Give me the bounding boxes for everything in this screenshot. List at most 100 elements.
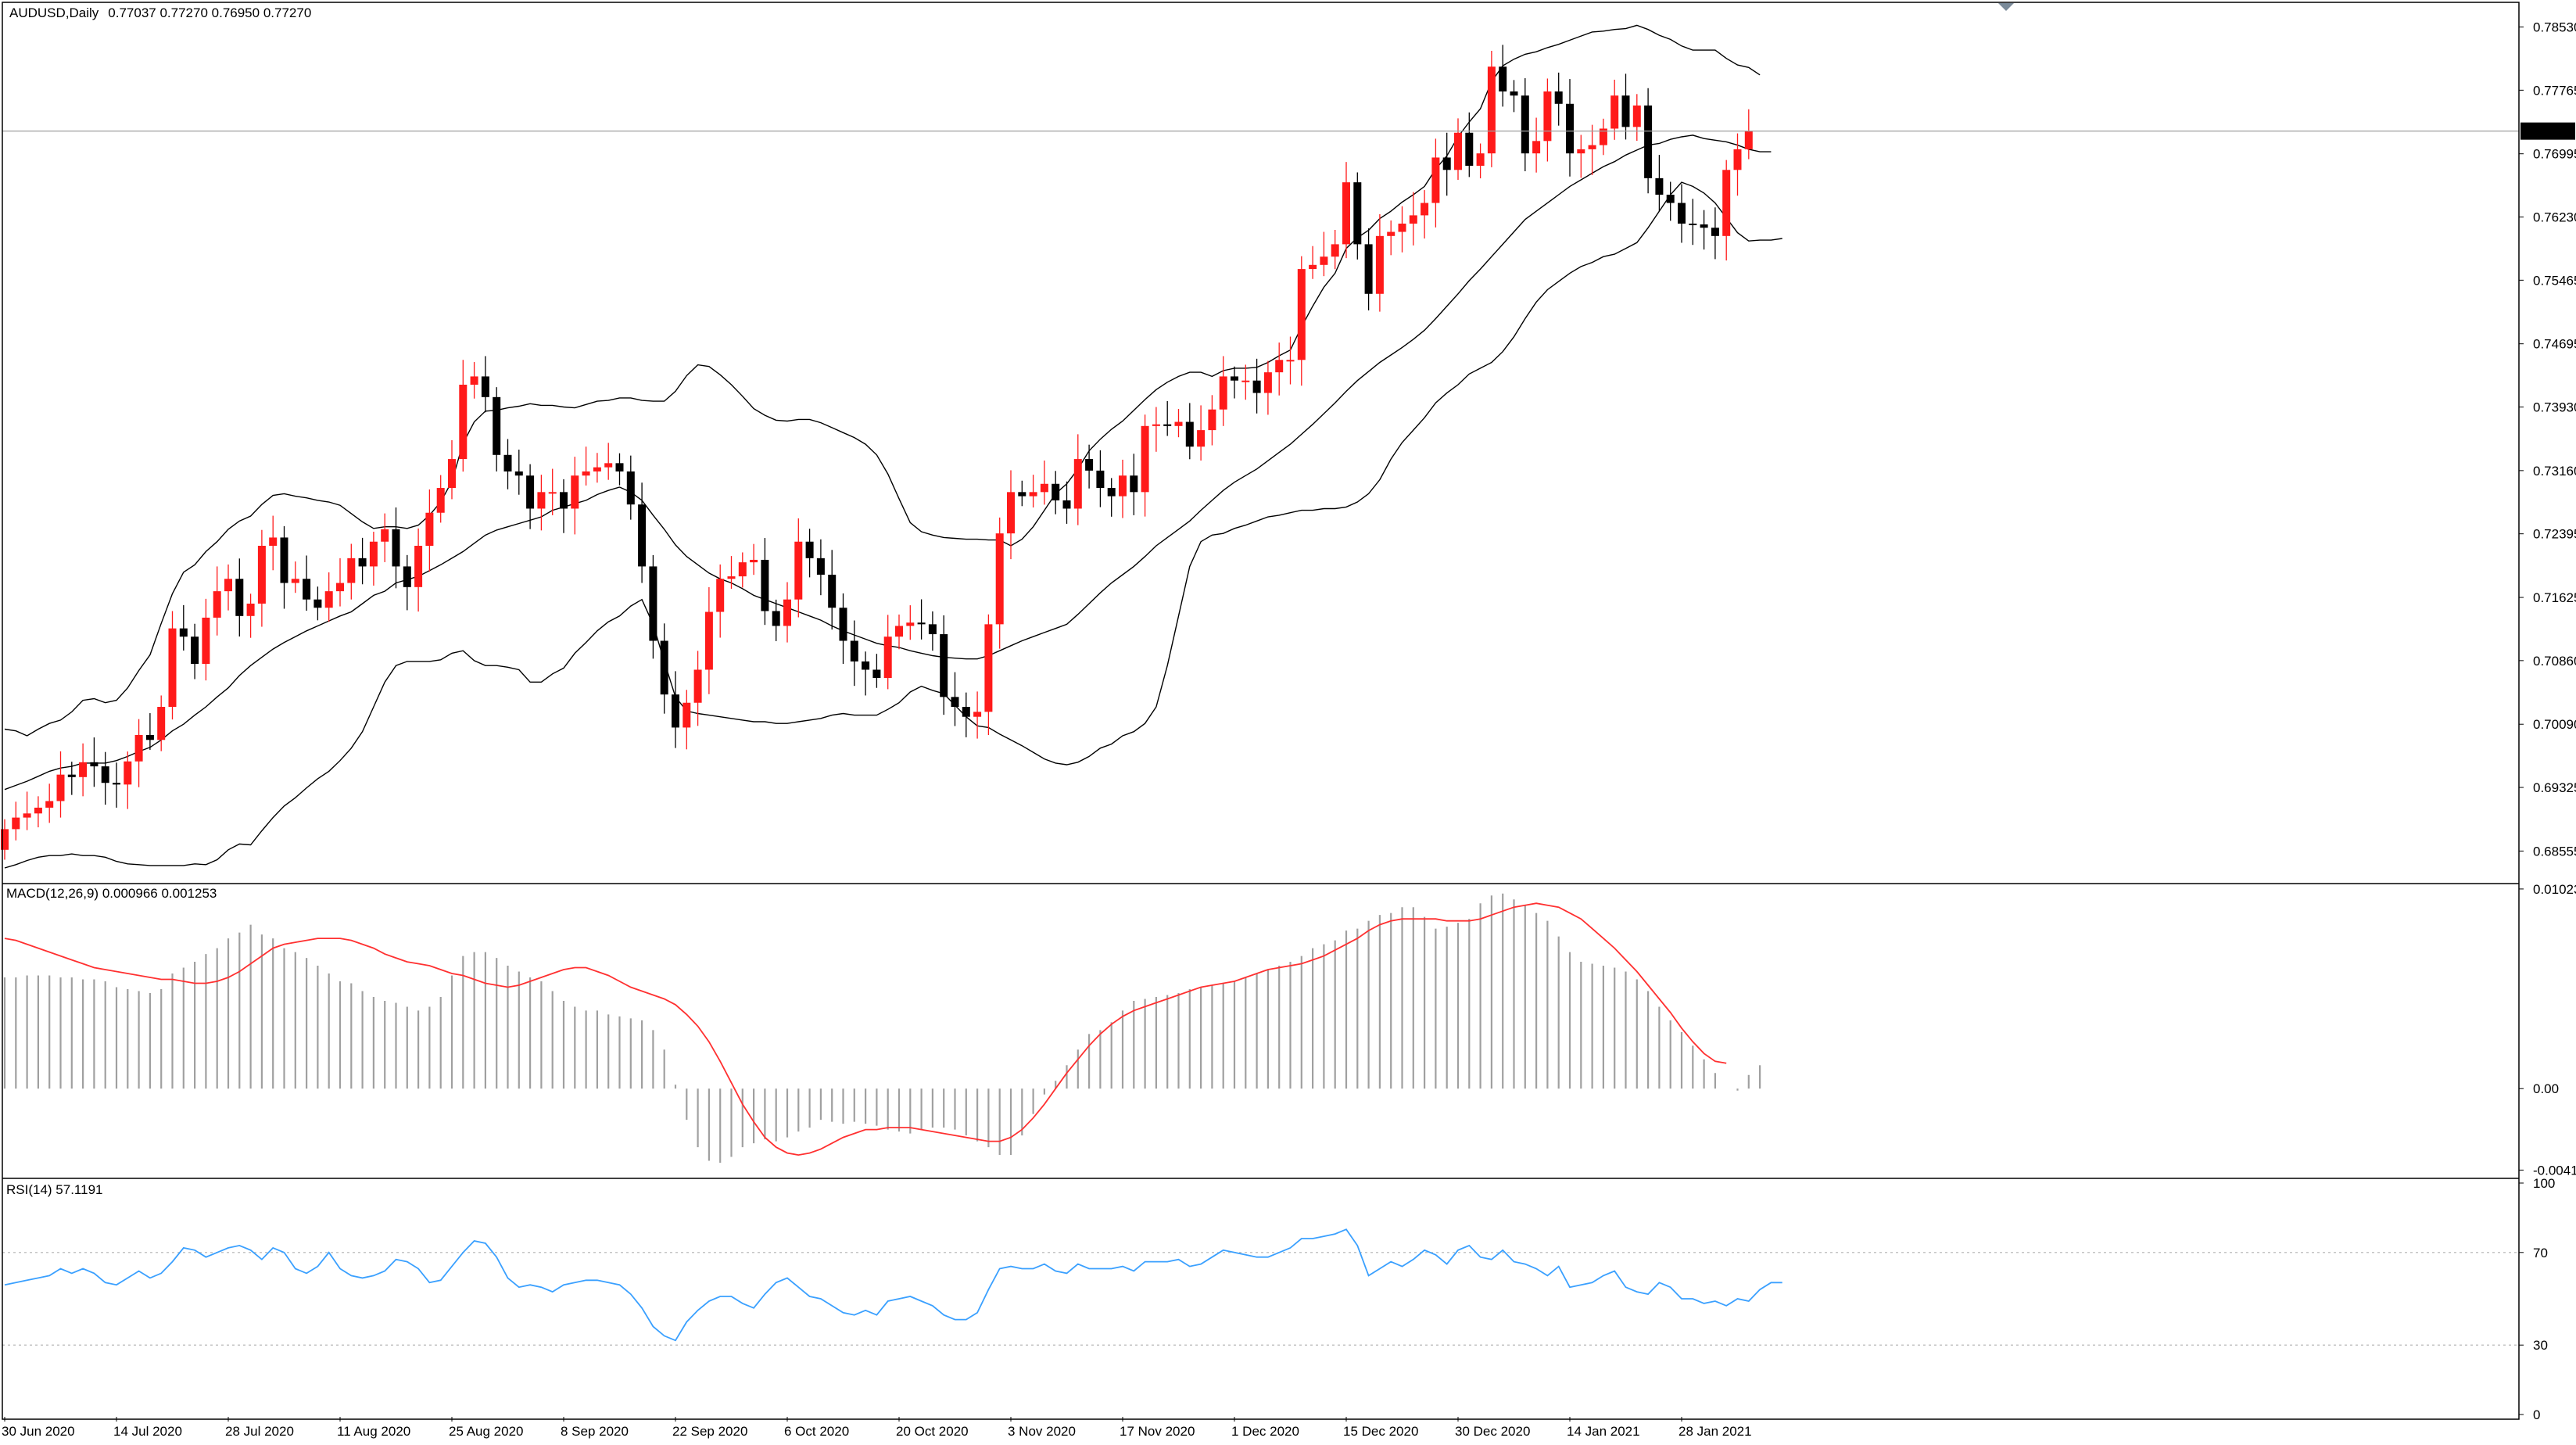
- candle-body: [1689, 223, 1697, 225]
- candle-body: [280, 537, 288, 583]
- macd-tick-label: -0.004176: [2533, 1163, 2576, 1178]
- candle: [1263, 360, 1272, 415]
- candle: [1, 819, 9, 860]
- candle-body: [928, 624, 937, 635]
- candle-body: [269, 537, 278, 547]
- candle-body: [638, 504, 647, 567]
- candle-body: [1252, 380, 1261, 393]
- candle-body: [1375, 235, 1384, 294]
- candle: [582, 446, 590, 486]
- candle-body: [1353, 182, 1362, 245]
- candle-body: [571, 475, 579, 509]
- macd-axis: 0.010233 0.00 -0.004176: [2519, 882, 2576, 1178]
- candle: [1029, 475, 1037, 507]
- candle-body: [593, 467, 601, 472]
- candle-body: [1543, 91, 1552, 142]
- candle-body: [1040, 483, 1048, 493]
- candle: [750, 543, 758, 575]
- candle: [548, 468, 557, 515]
- candle-body: [336, 583, 344, 592]
- price-tick-label: 0.76995: [2533, 147, 2576, 162]
- candle-body: [246, 603, 255, 616]
- candle-body: [1632, 105, 1641, 127]
- candle-body: [704, 611, 713, 670]
- candle: [805, 529, 814, 578]
- candle-body: [1744, 131, 1753, 149]
- candle: [560, 479, 568, 533]
- candle: [649, 554, 657, 659]
- time-axis: 30 Jun 2020 14 Jul 2020 28 Jul 2020 11 Aug …: [2, 1417, 1752, 1439]
- candle: [347, 543, 356, 600]
- candle-body: [291, 579, 299, 583]
- candle-body: [1722, 170, 1731, 236]
- candle-body: [1700, 224, 1708, 228]
- candle: [727, 556, 736, 589]
- candle-body: [1499, 66, 1507, 91]
- candle: [571, 457, 579, 535]
- candle-body: [626, 471, 635, 505]
- candle-body: [481, 376, 489, 397]
- candle-body: [906, 622, 915, 626]
- candle-body: [805, 541, 814, 558]
- candle: [794, 518, 803, 618]
- candle: [883, 615, 892, 690]
- macd-panel[interactable]: 0.010233 0.00 -0.004176 MACD(12,26,9) 0.00…: [3, 882, 2576, 1178]
- candle: [995, 517, 1004, 649]
- candle-body: [772, 611, 780, 626]
- candle-body: [582, 471, 590, 476]
- candle: [1141, 414, 1149, 517]
- candle-body: [995, 533, 1004, 625]
- candle: [1085, 444, 1094, 489]
- candle: [738, 552, 747, 588]
- candle: [1655, 155, 1664, 212]
- candle-body: [693, 669, 702, 703]
- candle: [34, 796, 42, 828]
- candle: [470, 362, 478, 399]
- candle-body: [727, 576, 736, 579]
- macd-label: MACD(12,26,9) 0.000966 0.001253: [6, 886, 217, 901]
- candle-body: [526, 475, 535, 509]
- candle-body: [1052, 483, 1060, 500]
- rsi-tick-label: 30: [2533, 1338, 2548, 1353]
- candle: [716, 564, 725, 638]
- panel-frames: [2, 2, 2520, 1420]
- candle-body: [1387, 231, 1395, 236]
- candle-body: [917, 622, 926, 625]
- candle-body: [1644, 105, 1653, 178]
- candle-body: [1062, 500, 1071, 509]
- candle: [1364, 228, 1373, 310]
- candle-body: [1476, 153, 1485, 167]
- candle-body: [191, 636, 199, 665]
- candle-body: [358, 558, 367, 567]
- time-tick-label: 17 Nov 2020: [1120, 1424, 1195, 1439]
- candle: [604, 443, 613, 480]
- candle-body: [459, 384, 468, 460]
- candle: [1241, 364, 1250, 400]
- candle-body: [1, 829, 9, 850]
- candle-body: [1096, 470, 1105, 489]
- rsi-panel[interactable]: 100 70 30 0 RSI(14) 57.1191: [2, 1176, 2555, 1422]
- bollinger-lower-line: [4, 181, 1782, 869]
- candle: [1566, 79, 1574, 177]
- candle: [704, 586, 713, 694]
- candle: [1007, 470, 1015, 560]
- candle-body: [1130, 475, 1138, 493]
- time-tick-label: 14 Jul 2020: [113, 1424, 182, 1439]
- candle-body: [1409, 215, 1417, 224]
- candle: [191, 623, 199, 679]
- price-tick-label: 0.69325: [2533, 780, 2576, 795]
- candle: [1052, 471, 1060, 515]
- candle-body: [828, 574, 837, 608]
- candle: [459, 360, 468, 472]
- macd-tick-label: 0.00: [2533, 1081, 2559, 1096]
- candle-body: [1107, 488, 1116, 497]
- candle-body: [604, 463, 613, 468]
- candle-body: [1119, 475, 1127, 497]
- candle: [90, 737, 99, 787]
- rsi-tick-label: 70: [2533, 1246, 2548, 1260]
